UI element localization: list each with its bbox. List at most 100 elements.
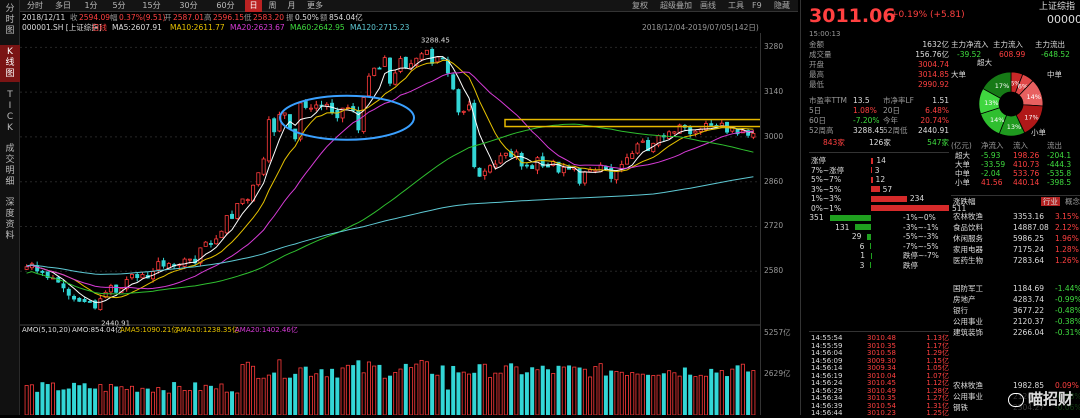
side-tab-0[interactable]: 分 时 图	[0, 2, 20, 39]
sector-name[interactable]: 钢铁	[953, 403, 968, 412]
stat-key: 市净率LF	[883, 96, 914, 105]
tick-time: 14:56:04	[811, 349, 843, 357]
stat-key: 5日	[809, 106, 822, 115]
tick-price: 3010.04	[867, 371, 896, 380]
toolbar-btn-1[interactable]: 超级叠加	[660, 1, 692, 10]
ma60-line	[26, 123, 754, 295]
sector-name[interactable]: 休闲服务	[953, 234, 983, 243]
period-10[interactable]: 更多	[307, 1, 323, 10]
period-3[interactable]: 5分	[112, 1, 126, 10]
side-tab-label: T I C K	[6, 90, 14, 133]
volume-bar	[472, 372, 477, 415]
price-tick: 2860	[764, 176, 784, 186]
volume-bar	[467, 373, 471, 415]
sector-tab-concept[interactable]: 概念	[1065, 197, 1080, 206]
ma5-line	[26, 55, 754, 303]
period-2[interactable]: 1分	[84, 1, 98, 10]
sector-name[interactable]: 公用事业	[953, 317, 983, 326]
stat-key: 60日	[809, 116, 827, 125]
pie-slice	[982, 71, 1012, 99]
toolbar-btn-2[interactable]: 画线	[700, 1, 716, 10]
sector-name[interactable]: 医药生物	[953, 256, 983, 265]
candle	[656, 134, 661, 148]
volume-bar	[261, 377, 266, 415]
side-tab-bar: 分 时 图 K 线 图 T I C K 成 交 明 细深 度 资 料	[0, 0, 20, 415]
volume-bar	[45, 384, 50, 415]
volume-bar	[40, 382, 45, 415]
tick-time: 14:56:19	[811, 371, 843, 380]
volume-bar	[330, 368, 335, 415]
candle	[477, 167, 482, 177]
side-tab-4[interactable]: 深 度 资 料	[0, 196, 20, 244]
candle	[519, 151, 524, 170]
candle	[224, 215, 229, 236]
period-1[interactable]: 多日	[55, 1, 71, 10]
side-tab-1[interactable]: K 线 图	[0, 45, 20, 82]
side-tab-3[interactable]: 成 交 明 细	[0, 142, 20, 190]
drawn-ellipse[interactable]	[279, 94, 415, 141]
breadth-up: 843家	[823, 138, 845, 147]
candle	[219, 230, 224, 239]
sector-name[interactable]: 银行	[953, 306, 968, 315]
period-6[interactable]: 60分	[216, 1, 235, 10]
toolbar-btn-3[interactable]: 工具	[728, 1, 744, 10]
candle	[451, 72, 456, 91]
sector-name[interactable]: 农林牧渔	[953, 381, 983, 390]
sector-name[interactable]: 房地产	[953, 295, 976, 304]
period-5[interactable]: 30分	[179, 1, 198, 10]
drawn-rectangle[interactable]	[504, 118, 760, 128]
volume-bar	[298, 367, 303, 415]
period-8[interactable]: 周	[268, 1, 277, 10]
period-0[interactable]: 分时	[27, 1, 43, 10]
volume-bar	[735, 365, 740, 415]
pie-pct: 14%	[990, 116, 1004, 124]
quote-name: 上证综指	[1039, 2, 1076, 12]
volume-bar	[730, 368, 735, 415]
period-9[interactable]: 月	[287, 1, 296, 10]
period-4[interactable]: 15分	[142, 1, 161, 10]
period-7[interactable]: 日	[245, 0, 262, 12]
stat-value: -7.20%	[853, 116, 880, 125]
stat-value: 1632亿	[922, 40, 949, 49]
flow-header: 主力净流入	[951, 40, 989, 49]
amo20-value: AMA20:1402.46亿	[235, 325, 298, 334]
sector-index: 3353.16	[1013, 212, 1045, 221]
stat-value: 1.51	[932, 96, 949, 105]
candle	[682, 124, 687, 131]
side-tab-2[interactable]: T I C K	[0, 88, 20, 136]
volume-bar	[114, 386, 119, 415]
volume-bar	[619, 371, 624, 415]
toolbar-btn-4[interactable]: F9	[752, 1, 762, 10]
sector-name[interactable]: 国防军工	[953, 284, 983, 293]
dist-count: 6	[859, 241, 865, 251]
dist-count: 3	[859, 260, 865, 270]
volume-bar	[208, 385, 213, 415]
stat-key: 20日	[883, 106, 901, 115]
sector-index: 14887.08	[1013, 223, 1049, 232]
tick-price: 3010.49	[867, 386, 896, 395]
volume-bar	[319, 369, 324, 415]
volume-bar	[435, 374, 440, 415]
volume-bar	[314, 373, 319, 415]
sector-tab-industry[interactable]: 行业	[1041, 197, 1060, 206]
flow-table-cell: -5.93	[981, 151, 1001, 160]
dist-bar-down	[867, 233, 871, 240]
sector-name[interactable]: 建筑装饰	[953, 328, 983, 337]
dist-bar-up	[871, 186, 880, 192]
volume-bar	[87, 388, 92, 415]
toolbar-btn-5[interactable]: 隐藏	[774, 1, 790, 10]
sector-name[interactable]: 农林牧渔	[953, 212, 983, 221]
sector-tab-change[interactable]: 涨跌幅	[953, 197, 976, 206]
candle	[319, 100, 324, 111]
dist-label: 涨停	[811, 156, 826, 165]
candle	[203, 240, 208, 247]
sector-name[interactable]: 家用电器	[953, 245, 983, 254]
ma10-line	[26, 59, 754, 299]
flow-value: 608.99	[999, 50, 1026, 59]
pie-pct: 6%	[1010, 79, 1020, 87]
sector-name[interactable]: 食品饮料	[953, 223, 983, 232]
toolbar-btn-0[interactable]: 复权	[632, 1, 648, 10]
sector-name[interactable]: 公用事业	[953, 392, 983, 401]
info-date: 2018/12/11	[22, 13, 66, 22]
